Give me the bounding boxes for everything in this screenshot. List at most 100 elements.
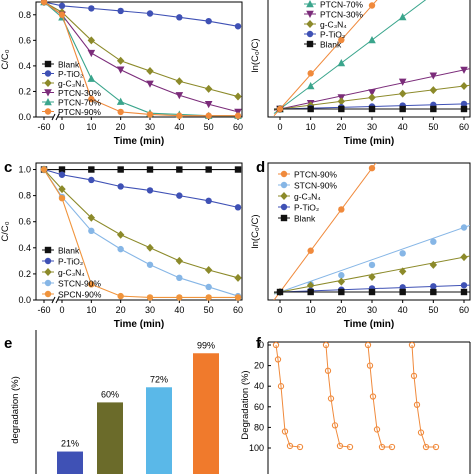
data-point <box>368 288 376 296</box>
data-point <box>117 7 124 15</box>
axis-break <box>51 113 56 121</box>
data-point <box>368 93 376 102</box>
data-point <box>306 82 315 90</box>
data-point <box>460 105 468 113</box>
y-tick-label: 80 <box>254 422 264 432</box>
data-point <box>430 238 437 245</box>
data-point <box>116 97 125 105</box>
data-point <box>368 89 376 97</box>
y-tick-label: 60 <box>254 402 264 412</box>
data-point <box>429 260 438 269</box>
series-line <box>43 169 238 298</box>
cycle-line <box>325 344 351 448</box>
y-axis-label: C/C₀ <box>0 221 11 241</box>
legend-marker <box>306 10 314 18</box>
x-tick-label: 60 <box>233 305 243 315</box>
data-point <box>175 77 184 86</box>
series-line <box>43 169 239 297</box>
data-point <box>432 443 440 451</box>
x-tick-label: 20 <box>336 305 346 315</box>
data-point <box>58 171 66 178</box>
data-point <box>286 442 294 450</box>
data-point <box>276 105 284 113</box>
data-point <box>338 272 345 279</box>
data-point <box>327 395 335 402</box>
data-point <box>117 245 124 253</box>
panel-label-c: c <box>4 159 12 176</box>
panel-label-e: e <box>4 335 12 352</box>
y-tick-label: 20 <box>254 361 264 371</box>
bar-value-label: 60% <box>101 389 119 399</box>
data-point <box>307 70 314 77</box>
data-point <box>116 56 125 65</box>
y-axis-label: Degradation (%) <box>240 370 251 439</box>
data-point <box>429 72 438 80</box>
x-tick-label: 40 <box>398 122 408 132</box>
data-point <box>88 176 95 184</box>
data-point <box>146 187 154 194</box>
legend-marker <box>44 108 52 115</box>
legend-marker <box>44 246 52 254</box>
legend-label: Blank <box>294 214 316 224</box>
y-tick-label: 0 <box>259 340 264 350</box>
x-tick-label: 40 <box>174 305 184 315</box>
data-point <box>117 183 124 190</box>
data-point <box>368 36 376 44</box>
data-point <box>368 2 376 9</box>
legend-label: g-C₃N₄ <box>294 192 321 202</box>
axis-break <box>55 113 60 121</box>
x-tick-label: 20 <box>116 122 126 132</box>
y-tick-label: 100 <box>249 443 264 453</box>
bar <box>97 402 123 474</box>
legend-label: P-TiO₂ <box>320 30 345 40</box>
x-tick-label: 60 <box>459 122 469 132</box>
data-point <box>338 36 345 44</box>
data-point <box>87 74 96 82</box>
x-tick-label: -60 <box>37 305 50 315</box>
legend-label: PTCN-30% <box>58 88 101 98</box>
axes-frame <box>35 162 243 301</box>
data-point <box>410 372 418 380</box>
data-point <box>146 67 154 75</box>
legend-label: g-C₃N₄ <box>58 79 85 89</box>
series-line <box>43 1 238 117</box>
y-axis-label: ln(C₀/C) <box>250 214 261 248</box>
y-tick-label: 0.8 <box>18 191 31 201</box>
legend-marker <box>44 79 52 87</box>
y-tick-label: 0.2 <box>18 269 31 279</box>
data-point <box>205 112 212 119</box>
data-point <box>88 5 95 12</box>
data-point <box>460 288 468 296</box>
data-point <box>40 0 48 6</box>
data-point <box>388 443 396 451</box>
legend-marker <box>44 257 52 265</box>
x-tick-label: 10 <box>306 122 316 132</box>
data-point <box>398 267 407 276</box>
legend-label: P-TiO₂ <box>58 69 83 79</box>
legend-marker <box>306 0 314 8</box>
data-point <box>460 82 468 90</box>
x-axis-label: Time (min) <box>344 136 394 147</box>
x-tick-label: 0 <box>277 122 282 132</box>
data-point <box>58 11 66 18</box>
x-tick-label: 50 <box>204 122 214 132</box>
data-point <box>460 253 468 262</box>
data-point <box>296 443 304 451</box>
data-point <box>176 166 183 173</box>
legend-marker <box>306 20 314 28</box>
legend-label: SPCN-90% <box>58 290 102 300</box>
data-point <box>399 288 406 296</box>
data-point <box>175 92 184 100</box>
legend-label: PTCN-70% <box>320 0 363 10</box>
x-tick-label: 60 <box>459 305 469 315</box>
legend-marker <box>306 40 314 48</box>
data-point <box>337 59 346 67</box>
data-point <box>58 166 66 173</box>
axis-break-mask <box>53 296 58 304</box>
data-point <box>336 442 344 450</box>
data-point <box>398 78 407 86</box>
data-point <box>146 166 154 173</box>
legend-label: Blank <box>58 246 80 256</box>
data-point <box>234 166 242 173</box>
